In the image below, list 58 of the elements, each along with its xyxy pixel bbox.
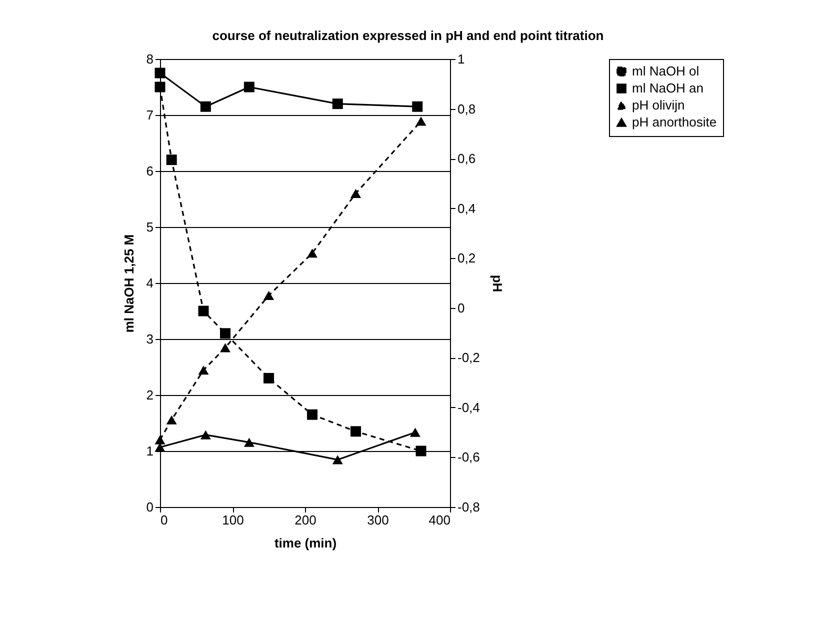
point <box>220 343 230 352</box>
y-tick-label: 7 <box>146 108 154 122</box>
y-axis-title: ml NaOH 1,25 M <box>121 234 136 333</box>
x-tick-label: 0 <box>160 512 168 528</box>
y2-tick-label: 0,8 <box>458 101 476 116</box>
point <box>307 248 318 258</box>
legend-label: pH anorthosite <box>632 114 717 130</box>
point <box>410 428 420 437</box>
y-tick-label: 0 <box>146 500 154 514</box>
point <box>350 188 361 198</box>
point <box>332 98 343 110</box>
y2-tick-label: -0,4 <box>458 400 480 415</box>
point <box>244 438 254 447</box>
point <box>264 372 274 384</box>
point <box>264 290 274 300</box>
y2-tick-label: 0,4 <box>458 200 476 216</box>
y-tick-label: 6 <box>146 164 154 178</box>
point <box>412 101 423 112</box>
point <box>220 328 230 339</box>
point <box>198 366 209 375</box>
point <box>198 306 209 316</box>
x-tick-label: 100 <box>222 512 244 528</box>
y-tick-label: 1 <box>146 444 154 458</box>
y-tick-label: 2 <box>146 388 154 402</box>
y2-tick-label: 0,6 <box>458 151 476 166</box>
y-tick-label: 8 <box>146 52 154 66</box>
point <box>154 435 166 444</box>
point <box>416 116 426 126</box>
point <box>154 82 166 92</box>
y-tick-label: 3 <box>146 332 154 346</box>
y-tick-label: 5 <box>146 220 154 234</box>
y-tick-label: 4 <box>146 276 154 290</box>
point <box>332 455 343 464</box>
point <box>416 446 426 456</box>
x-tick-label: 300 <box>367 512 389 528</box>
y2-tick-label: -0,8 <box>458 500 480 514</box>
point <box>166 154 177 166</box>
point <box>307 409 318 420</box>
point <box>200 430 211 440</box>
y2-tick-label: -0,2 <box>458 350 480 366</box>
point <box>154 68 166 78</box>
point <box>166 415 177 424</box>
x-tick-label: 200 <box>294 512 316 528</box>
point <box>350 426 361 437</box>
legend-label: pH olivijn <box>632 98 685 112</box>
x-tick-label: 400 <box>428 512 450 528</box>
y2-tick-label: 0,2 <box>458 250 476 266</box>
legend-label: ml NaOH an <box>632 80 704 96</box>
y2-tick-label: 1 <box>458 52 465 66</box>
x-axis-title: time (min) <box>274 536 337 550</box>
point <box>200 101 211 112</box>
y2-tick-label: 0 <box>458 300 465 316</box>
legend-label: ml NaOH ol <box>632 64 700 78</box>
y2-axis-title: pH <box>490 274 505 292</box>
chart-title: course of neutralization expressed in pH and end point titration <box>212 28 604 43</box>
y2-tick-label: -0,6 <box>458 450 480 465</box>
point <box>244 82 254 92</box>
point <box>154 442 166 452</box>
